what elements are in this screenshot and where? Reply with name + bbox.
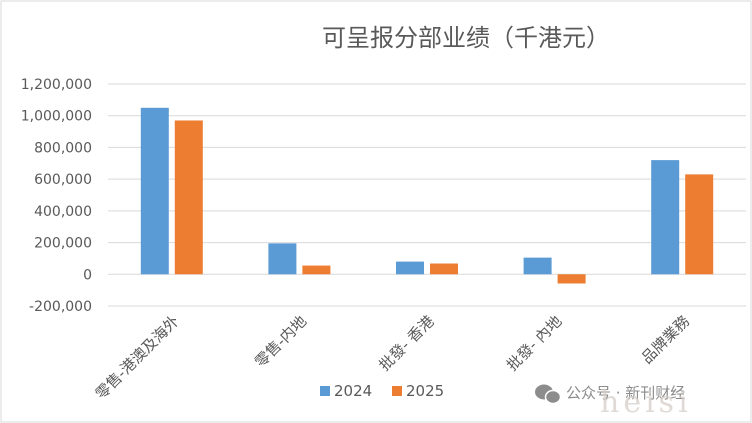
bar-2024-3	[396, 261, 424, 275]
y-tick-label: 1,000,000	[21, 109, 92, 125]
watermark-overlay: heisi	[600, 385, 692, 420]
bar-2025-3	[430, 263, 458, 275]
bar-2025-4	[557, 274, 586, 284]
watermark-source-text: 公众号 · 新刊财经	[566, 384, 685, 402]
bar-2024-2	[268, 243, 297, 275]
y-tick-label: 0	[83, 267, 92, 283]
y-axis: -200,000 0 200,000 400,000 600,000 800,000 1,0…	[21, 77, 92, 315]
y-tick-label: 1,200,000	[21, 77, 92, 93]
y-tick-label: 600,000	[34, 172, 92, 188]
legend-swatch-2025	[392, 386, 402, 396]
bar-2025-5	[685, 174, 714, 275]
bars	[140, 107, 714, 284]
gridlines	[108, 83, 746, 307]
y-tick-label: -200,000	[29, 299, 92, 315]
chart-title: 可呈报分部业绩（千港元）	[322, 24, 610, 52]
bar-2024-5	[651, 160, 680, 275]
bar-2024-4	[523, 257, 552, 275]
legend: 2024 2025	[320, 382, 444, 400]
watermark-source: 公众号 · 新刊财经	[535, 384, 685, 405]
y-tick-label: 400,000	[34, 204, 92, 220]
bar-2025-2	[302, 265, 331, 275]
y-tick-label: 200,000	[34, 236, 92, 252]
bar-2025-1	[174, 120, 203, 275]
legend-swatch-2024	[320, 386, 330, 396]
legend-label-2024: 2024	[334, 382, 372, 400]
bar-2024-1	[140, 107, 169, 275]
y-tick-label: 800,000	[34, 140, 92, 156]
wechat-icon	[535, 384, 562, 405]
legend-label-2025: 2025	[406, 382, 444, 400]
